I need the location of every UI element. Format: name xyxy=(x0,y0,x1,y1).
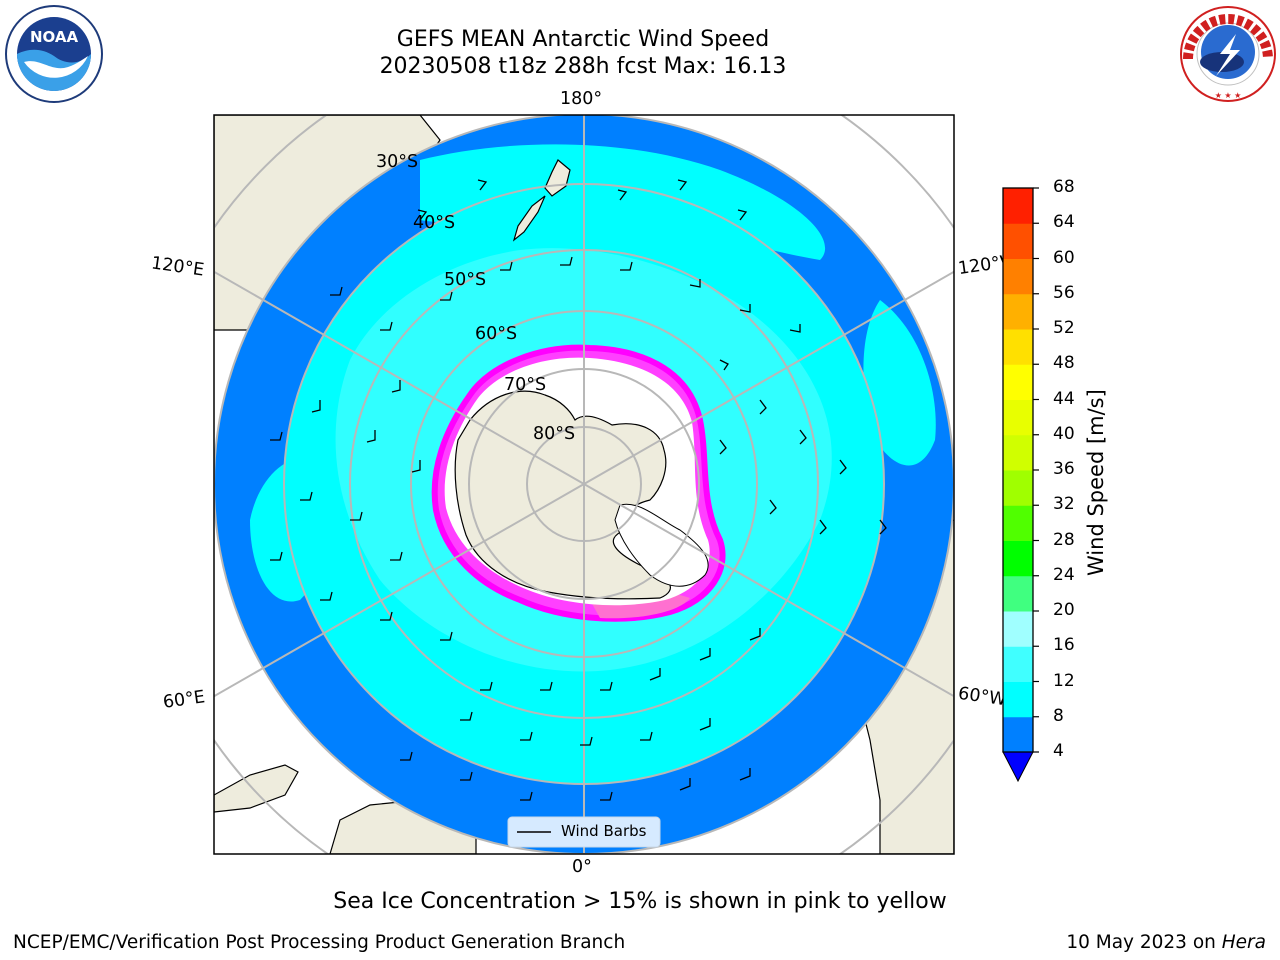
colorbar-tick-label: 52 xyxy=(1053,318,1075,338)
colorbar-tick-label: 64 xyxy=(1053,212,1075,233)
map-frame xyxy=(213,114,955,855)
credit-text: NCEP/EMC/Verification Post Processing Pr… xyxy=(13,932,626,953)
wind-barbs-legend-label: Wind Barbs xyxy=(561,822,647,840)
lon-label-0: 0° xyxy=(572,857,592,877)
lat-label-40s: 40°S xyxy=(413,213,456,233)
lat-label-70s: 70°S xyxy=(504,375,547,395)
colorbar-tick-label: 56 xyxy=(1053,282,1075,303)
lon-label-180: 180° xyxy=(560,89,603,109)
lat-label-50s: 50°S xyxy=(444,270,487,290)
colorbar-cell xyxy=(1003,505,1033,541)
colorbar-cell xyxy=(1003,188,1033,224)
colorbar-cell xyxy=(1003,223,1033,259)
colorbar-tick-label: 12 xyxy=(1053,670,1075,691)
colorbar-tick-label: 68 xyxy=(1053,177,1075,197)
colorbar-tick-label: 28 xyxy=(1053,529,1075,550)
new-zealand-land xyxy=(512,159,571,242)
colorbar xyxy=(1002,187,1039,783)
colorbar-tick-label: 8 xyxy=(1053,705,1064,726)
lat-label-60s: 60°S xyxy=(475,324,518,344)
machine-name: Hera xyxy=(1221,932,1266,953)
colorbar-cell xyxy=(1003,293,1033,330)
colorbar-label: Wind Speed [m/s] xyxy=(1084,389,1108,576)
date-text: 10 May 2023 on xyxy=(1066,932,1222,953)
colorbar-tick-label: 32 xyxy=(1053,494,1075,515)
colorbar-tick-label: 60 xyxy=(1053,247,1075,268)
colorbar-tick-label: 48 xyxy=(1053,353,1075,374)
colorbar-tick-label: 16 xyxy=(1053,635,1075,656)
colorbar-cell xyxy=(1003,646,1033,682)
colorbar-tick-label: 44 xyxy=(1053,388,1075,409)
colorbar-cell xyxy=(1003,540,1033,577)
colorbar-cell xyxy=(1003,611,1033,647)
colorbar-tick-label: 24 xyxy=(1053,564,1075,585)
svg-text:★ ★ ★: ★ ★ ★ xyxy=(1215,91,1242,100)
colorbar-cell xyxy=(1003,681,1033,718)
map-subtitle: 20230508 t18z 288h fcst Max: 16.13 xyxy=(379,54,787,79)
lat-label-30s: 30°S xyxy=(376,152,419,172)
madagascar-land xyxy=(214,764,299,813)
lat-label-80s: 80°S xyxy=(533,424,576,444)
nws-logo: ★ ★ ★ xyxy=(1180,6,1276,102)
date-stamp: 10 May 2023 on Hera xyxy=(1066,932,1266,953)
wind-barbs-legend xyxy=(507,816,661,848)
wind-barbs xyxy=(270,179,887,801)
colorbar-cell xyxy=(1003,258,1033,295)
colorbar-cell xyxy=(1003,329,1033,365)
colorbar-cell xyxy=(1003,434,1033,471)
graticule xyxy=(214,115,954,854)
colorbar-tick-label: 4 xyxy=(1053,741,1064,761)
colorbar-cell xyxy=(1003,575,1033,612)
colorbar-under-triangle xyxy=(1002,751,1034,783)
colorbar-cell xyxy=(1003,716,1033,753)
sea-ice-note: Sea Ice Concentration > 15% is shown in … xyxy=(333,889,947,914)
colorbar-tick-label: 20 xyxy=(1053,600,1075,620)
noaa-logo-text: NOAA xyxy=(30,28,79,46)
colorbar-tick-label: 40 xyxy=(1053,423,1075,444)
colorbar-cell xyxy=(1003,399,1033,436)
colorbar-cell xyxy=(1003,364,1033,400)
map-title: GEFS MEAN Antarctic Wind Speed xyxy=(396,27,770,52)
colorbar-tick-label: 36 xyxy=(1053,459,1075,479)
colorbar-cell xyxy=(1003,470,1033,506)
noaa-logo: NOAA xyxy=(5,5,103,103)
